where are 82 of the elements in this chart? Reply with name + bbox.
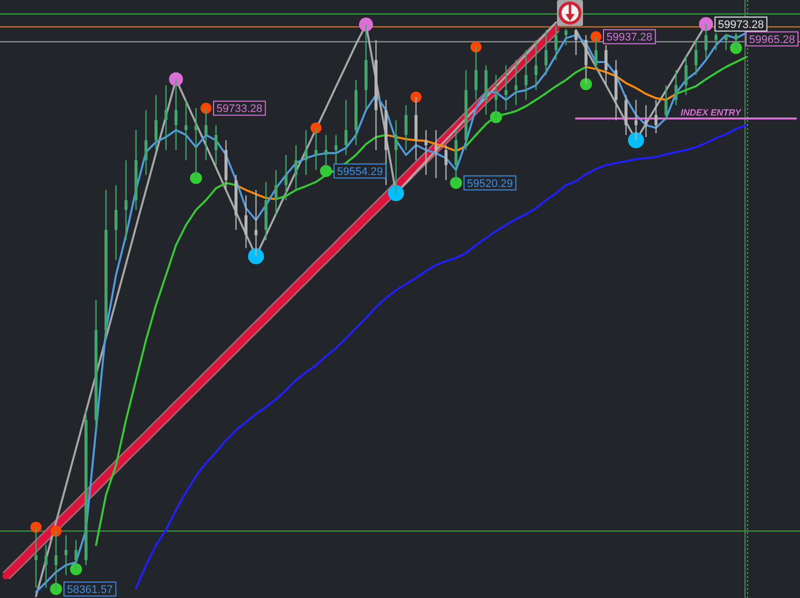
candlestick: [304, 129, 308, 176]
candlestick: [424, 129, 428, 176]
candlestick: [64, 534, 68, 576]
candlestick: [334, 134, 338, 164]
candlestick: [654, 99, 658, 134]
candlestick: [664, 84, 668, 121]
point: [248, 248, 264, 264]
candlestick: [404, 104, 408, 151]
ref-line-label: 59965.28: [749, 34, 796, 46]
point: [320, 164, 332, 177]
candlestick: [534, 39, 538, 91]
candlestick: [394, 120, 398, 194]
point: [70, 563, 82, 576]
candlestick: [44, 544, 48, 588]
point: [590, 31, 602, 42]
point: [470, 41, 482, 52]
candlestick: [204, 108, 208, 161]
candlestick: [704, 23, 708, 61]
candlestick: [694, 39, 698, 76]
series-label: INDEX ENTRY: [680, 107, 742, 118]
candlestick: [734, 32, 738, 49]
data-label: 59937.28: [606, 32, 652, 44]
point: [730, 42, 742, 54]
point: [410, 92, 422, 103]
data-label: 59973.28: [718, 19, 764, 32]
candlestick: [194, 107, 198, 179]
candlestick: [124, 160, 128, 241]
candlestick: [524, 50, 528, 100]
point: [50, 526, 62, 537]
point: [699, 17, 713, 32]
candlestick: [684, 54, 688, 96]
candlestick: [594, 36, 598, 71]
candlestick: [34, 526, 38, 588]
candlestick: [514, 59, 518, 106]
candlestick: [714, 32, 718, 51]
candlestick: [284, 154, 288, 201]
data-label: 59554.29: [337, 166, 383, 178]
candlestick: [634, 99, 638, 141]
candlestick: [504, 64, 508, 111]
candlestick: [434, 129, 438, 179]
candlestick: [674, 70, 678, 106]
point: [490, 111, 502, 124]
data-label: 58361.57: [67, 584, 113, 596]
data-label: 59520.29: [467, 178, 513, 190]
candlestick: [574, 28, 578, 56]
candlestick: [324, 134, 328, 172]
candlestick: [554, 24, 558, 61]
candlestick: [174, 78, 178, 151]
candlestick: [114, 184, 118, 261]
point: [200, 102, 212, 114]
candlestick: [644, 104, 648, 138]
candlestick: [314, 127, 318, 171]
candlestick: [564, 28, 568, 46]
candlestick: [544, 30, 548, 76]
candlestick: [144, 109, 148, 176]
candlestick: [54, 530, 58, 590]
candlestick: [74, 540, 78, 570]
point: [388, 185, 404, 202]
candlestick: [494, 74, 498, 118]
candlestick: [724, 33, 728, 51]
candlestick: [474, 46, 478, 100]
candlestick: [274, 169, 278, 216]
point: [310, 122, 322, 134]
candlestick: [214, 124, 218, 166]
point: [450, 176, 462, 189]
point: [359, 18, 373, 32]
candlestick: [444, 144, 448, 181]
candlestick: [154, 94, 158, 151]
candlestick: [294, 144, 298, 191]
point: [580, 78, 592, 90]
candlestick: [244, 194, 248, 249]
candlestick: [254, 189, 258, 257]
candlestick: [344, 99, 348, 156]
candlestick: [604, 44, 608, 86]
data-label: 59733.28: [216, 103, 262, 116]
candlestick: [184, 99, 188, 161]
point: [190, 172, 202, 184]
point: [628, 132, 644, 148]
point: [50, 583, 62, 596]
candlestick: [164, 84, 168, 151]
point: [169, 72, 183, 86]
point: [30, 522, 42, 533]
